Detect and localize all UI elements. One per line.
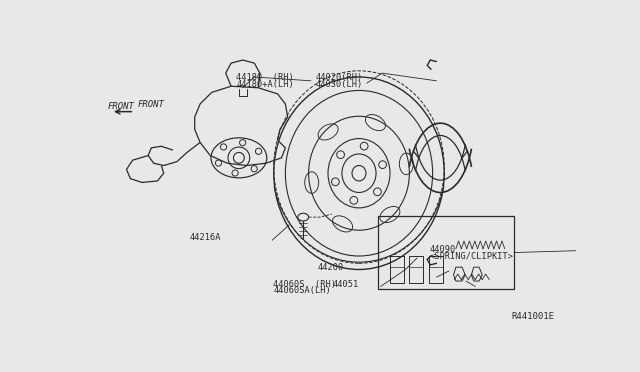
Text: 44180+A(LH): 44180+A(LH) — [236, 80, 294, 89]
Bar — [390, 256, 404, 283]
Text: 44060SA(LH): 44060SA(LH) — [273, 286, 331, 295]
Text: <SPRING/CLIPKIT>: <SPRING/CLIPKIT> — [429, 251, 514, 260]
Bar — [410, 256, 423, 283]
Text: 44216A: 44216A — [189, 233, 221, 242]
Text: 44180  (RH): 44180 (RH) — [236, 73, 294, 82]
Text: 44200: 44200 — [317, 263, 343, 272]
Text: FRONT: FRONT — [138, 100, 164, 109]
Text: 44090: 44090 — [429, 245, 456, 254]
Bar — [378, 216, 514, 289]
Bar — [429, 256, 443, 283]
Text: 44030(LH): 44030(LH) — [316, 80, 363, 89]
Text: 44020(RH): 44020(RH) — [316, 73, 363, 82]
Text: R441001E: R441001E — [511, 312, 554, 321]
Text: 44051: 44051 — [333, 280, 359, 289]
Text: 44060S  (RH): 44060S (RH) — [273, 280, 337, 289]
Text: FRONT: FRONT — [108, 102, 134, 110]
